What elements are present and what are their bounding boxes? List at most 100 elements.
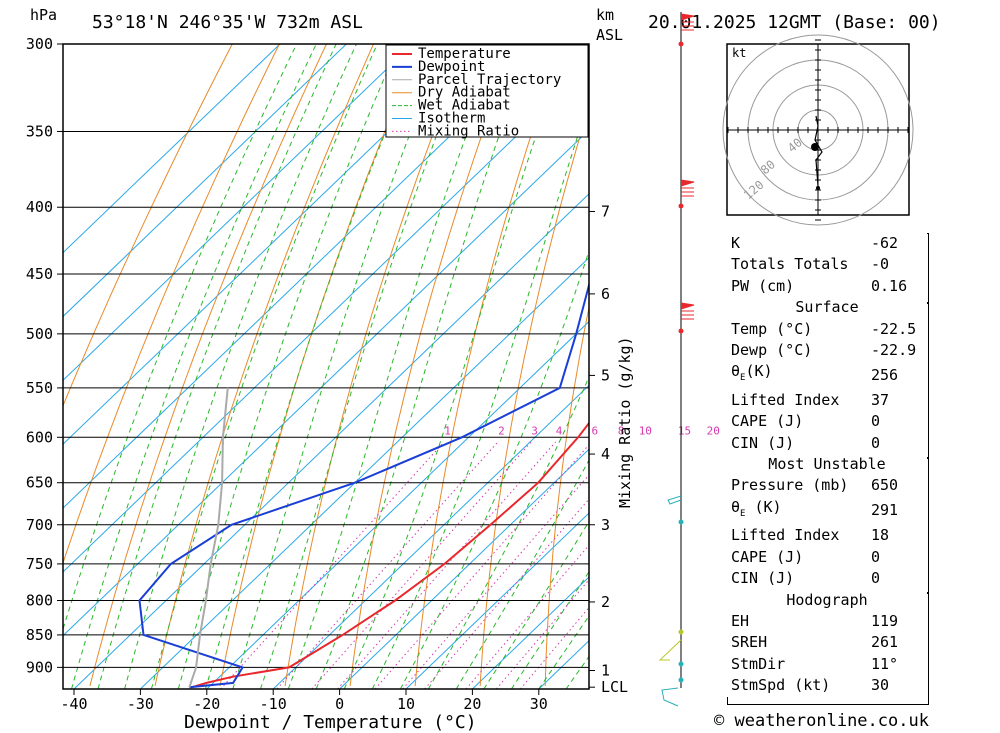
surface-cape-value: 0: [871, 412, 881, 431]
km-tick-label: 6: [601, 285, 610, 303]
x-tick-label: 0: [335, 695, 344, 713]
mixing-ratio-axis-label: Mixing Ratio (g/kg): [616, 336, 634, 508]
mixing-ratio-label: 1: [444, 424, 451, 437]
isotherm-line: [63, 44, 347, 318]
mu-theta-value: 291: [871, 501, 899, 520]
pressure-label: 900: [26, 658, 53, 676]
eh-value: 119: [871, 611, 899, 630]
pressure-label: 650: [26, 474, 53, 492]
pressure-label: 700: [26, 516, 53, 534]
dry-adiabat-line: [63, 44, 233, 408]
pressure-label: 500: [26, 325, 53, 343]
wet-adiabat-line: [315, 44, 533, 689]
pressure-label: 350: [26, 122, 53, 140]
surface-dewp-label: Dewp (°C): [731, 341, 813, 360]
mu-cin-value: 0: [871, 569, 881, 588]
wind-barb-flag: [680, 179, 695, 187]
legend-label: Mixing Ratio: [418, 123, 519, 139]
mixing-ratio-label: 10: [639, 424, 652, 437]
hodograph-storm-motion: [811, 143, 819, 151]
x-axis-label: Dewpoint / Temperature (°C): [184, 712, 477, 733]
pw-value: 0.16: [871, 276, 908, 295]
wind-level-dot: [678, 677, 684, 683]
dry-adiabat-line: [544, 305, 589, 687]
stmspd-label: StmSpd (kt): [731, 676, 831, 695]
mu-cin-label: CIN (J): [731, 569, 795, 588]
km-tick-label: 2: [601, 593, 610, 611]
stmdir-value: 11°: [871, 654, 899, 673]
km-unit-label: km: [596, 6, 614, 24]
mu-pressure-value: 650: [871, 476, 899, 495]
legend-label: Dewpoint: [418, 59, 485, 75]
pressure-label: 600: [26, 428, 53, 446]
profile-dewpoint: [138, 281, 589, 689]
x-tick-label: 10: [397, 695, 415, 713]
mixing-ratio-label: 15: [678, 424, 691, 437]
hodograph-table-title: Hodograph: [786, 590, 868, 609]
wet-adiabat-line: [343, 44, 568, 689]
mu-li-value: 18: [871, 526, 890, 545]
wet-adiabat-line: [287, 44, 501, 689]
dry-adiabat-line: [219, 44, 422, 687]
legend-label: Dry Adiabat: [418, 85, 511, 101]
wind-barb-line: [661, 687, 679, 707]
mixing-ratio-label: 20: [707, 424, 720, 437]
wet-adiabat-line: [510, 570, 589, 689]
isotherm-line: [73, 193, 589, 689]
k-value: -62: [871, 234, 899, 252]
row-k: K -62: [727, 233, 927, 254]
eh-label: EH: [731, 611, 750, 630]
wind-level-dot: [678, 41, 684, 47]
row-pw: PW (cm) 0.16: [727, 276, 927, 297]
tt-label: Totals Totals: [731, 255, 849, 274]
wind-level-dot: [678, 519, 684, 525]
indices-table: K -62 Totals Totals -0 PW (cm) 0.16 Surface…: [727, 233, 927, 697]
wet-adiabat-line: [124, 44, 357, 689]
stmdir-label: StmDir: [731, 654, 786, 673]
wet-adiabat-line: [538, 615, 589, 689]
most-unstable-title: Most Unstable: [768, 455, 886, 474]
asl-unit-label: ASL: [596, 26, 623, 44]
mu-pressure-label: Pressure (mb): [731, 476, 849, 495]
isotherm-line: [63, 44, 480, 445]
wet-adiabat-line: [204, 44, 423, 689]
km-tick-label: 1: [601, 661, 610, 679]
x-tick-label: -40: [60, 695, 87, 713]
mixing-ratio-label: 2: [498, 424, 505, 437]
pressure-label: 450: [26, 265, 53, 283]
profile-parcel-trajectory: [188, 387, 229, 688]
wet-adiabat-line: [177, 44, 400, 689]
wind-barb-flag: [680, 13, 695, 21]
wind-barb-line: [658, 639, 682, 661]
x-tick-label: -20: [193, 695, 220, 713]
isotherm-line: [63, 44, 281, 254]
isotherm-line: [140, 256, 589, 689]
surface-li-label: Lifted Index: [731, 390, 840, 409]
legend-label: Wet Adiabat: [418, 98, 511, 114]
isotherm-line: [405, 512, 589, 689]
dry-adiabat-line: [965, 44, 1000, 686]
plot-frame: [62, 43, 590, 690]
legend-label: Temperature: [418, 46, 511, 62]
hodograph-ring: [722, 34, 914, 226]
mixing-ratio-label: 3: [531, 424, 538, 437]
surface-cin-label: CIN (J): [731, 433, 795, 452]
x-tick-label: 30: [530, 695, 548, 713]
hodograph-point: [816, 186, 820, 190]
mixing-ratio-line: [337, 441, 556, 689]
pressure-label: 400: [26, 198, 53, 216]
wind-level-dot: [678, 661, 684, 667]
mixing-ratio-line: [402, 474, 589, 689]
x-tick-label: -30: [127, 695, 154, 713]
pressure-label: 750: [26, 555, 53, 573]
pressure-label: 550: [26, 379, 53, 397]
pressure-label: 800: [26, 592, 53, 610]
wind-level-dot: [678, 629, 684, 635]
isotherm-line: [206, 320, 589, 689]
surface-temp-value: -22.5: [871, 319, 917, 338]
surface-cape-label: CAPE (J): [731, 412, 804, 431]
surface-dewp-value: -22.9: [871, 341, 917, 360]
dry-adiabat-line: [349, 44, 516, 687]
